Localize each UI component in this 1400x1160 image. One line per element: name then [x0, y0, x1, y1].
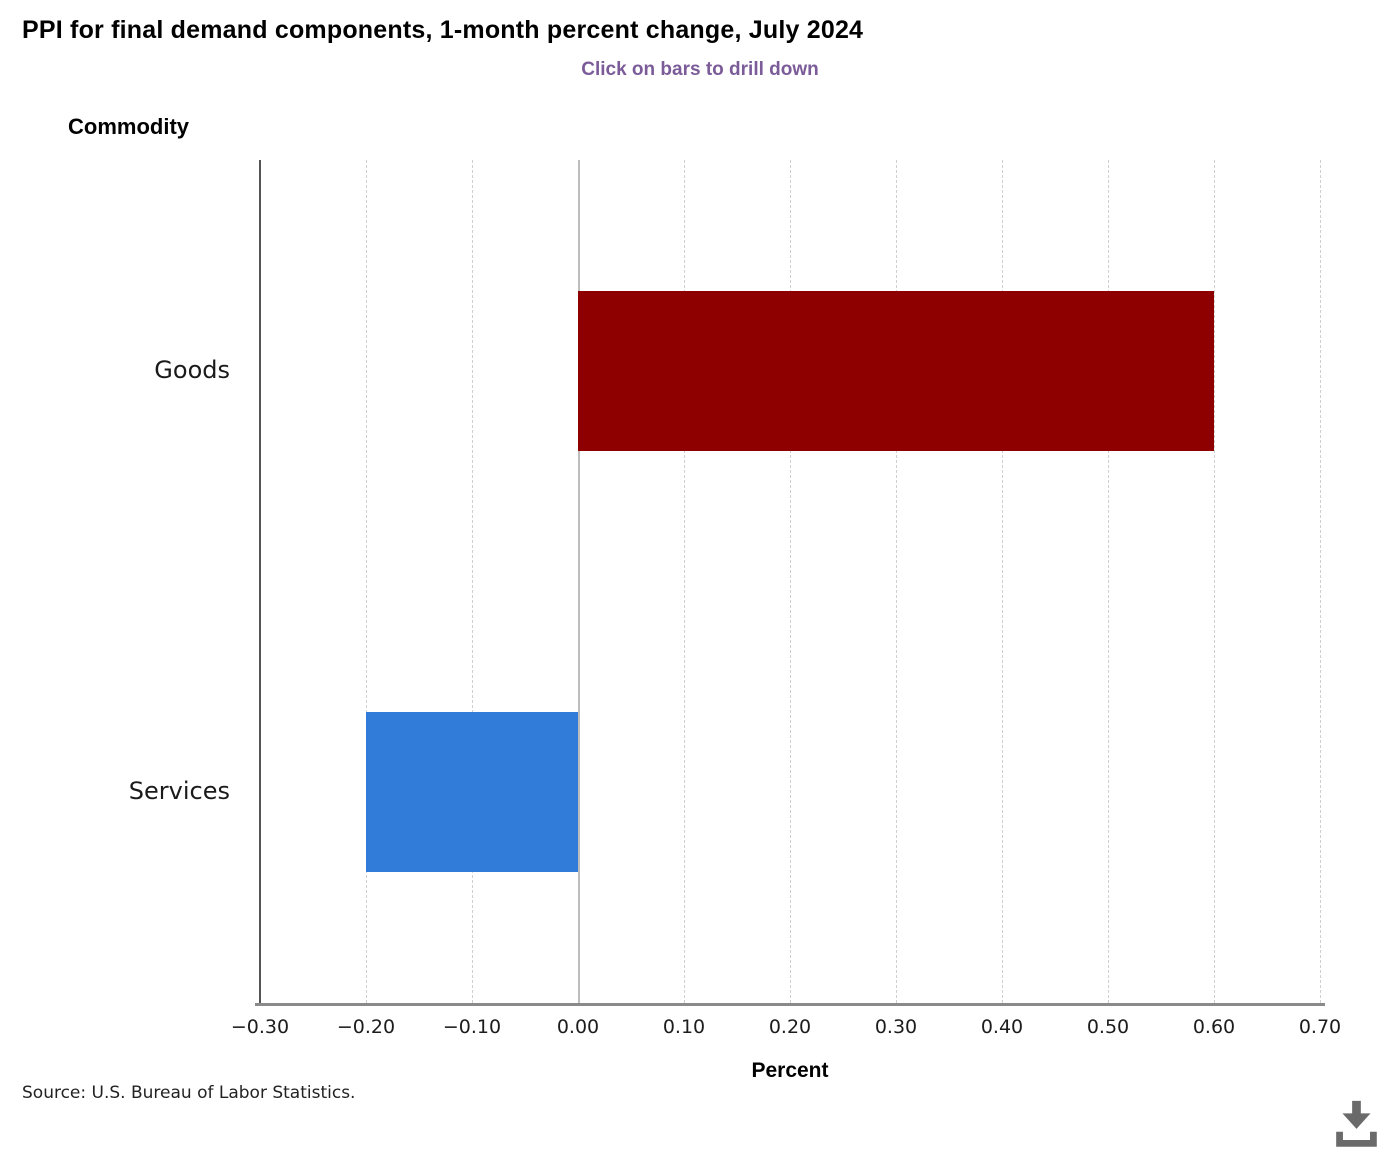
drilldown-hint: Click on bars to drill down — [581, 59, 819, 80]
gridline — [1108, 160, 1109, 1003]
gridline — [366, 160, 367, 1003]
gridline — [1214, 160, 1215, 1003]
y-axis-line — [259, 160, 261, 1003]
chart-title: PPI for final demand components, 1-month… — [22, 16, 864, 44]
download-button[interactable] — [1326, 1096, 1386, 1156]
x-axis-line — [255, 1003, 1325, 1006]
x-tick-label: 0.10 — [662, 1016, 706, 1038]
x-tick-label: −0.10 — [442, 1016, 502, 1038]
source-note: Source: U.S. Bureau of Labor Statistics. — [22, 1083, 356, 1103]
y-axis-title: Commodity — [68, 114, 189, 139]
x-tick-label: 0.20 — [768, 1016, 812, 1038]
x-axis-title: Percent — [751, 1059, 829, 1082]
x-tick-label: 0.40 — [980, 1016, 1024, 1038]
bar-goods[interactable] — [578, 290, 1214, 451]
bar-services[interactable] — [366, 712, 578, 873]
x-tick-label: 0.00 — [556, 1016, 600, 1038]
gridline — [472, 160, 473, 1003]
x-tick-label: 0.50 — [1086, 1016, 1130, 1038]
category-label-services: Services — [128, 777, 230, 806]
gridline — [896, 160, 897, 1003]
x-tick-label: 0.70 — [1298, 1016, 1342, 1038]
gridline — [1320, 160, 1321, 1003]
x-tick-label: 0.60 — [1192, 1016, 1236, 1038]
category-label-goods: Goods — [154, 355, 230, 384]
x-tick-label: −0.20 — [336, 1016, 396, 1038]
zero-gridline — [578, 160, 580, 1003]
download-icon — [1327, 1097, 1385, 1155]
x-tick-label: 0.30 — [874, 1016, 918, 1038]
x-tick-label: −0.30 — [230, 1016, 290, 1038]
gridline — [684, 160, 685, 1003]
gridline — [1002, 160, 1003, 1003]
gridline — [790, 160, 791, 1003]
